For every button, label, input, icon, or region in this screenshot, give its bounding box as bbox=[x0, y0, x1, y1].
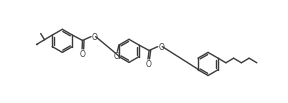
Text: O: O bbox=[146, 60, 152, 69]
Text: Cl: Cl bbox=[114, 52, 121, 61]
Text: O: O bbox=[80, 50, 86, 59]
Text: O: O bbox=[158, 43, 164, 52]
Text: O: O bbox=[92, 33, 98, 42]
